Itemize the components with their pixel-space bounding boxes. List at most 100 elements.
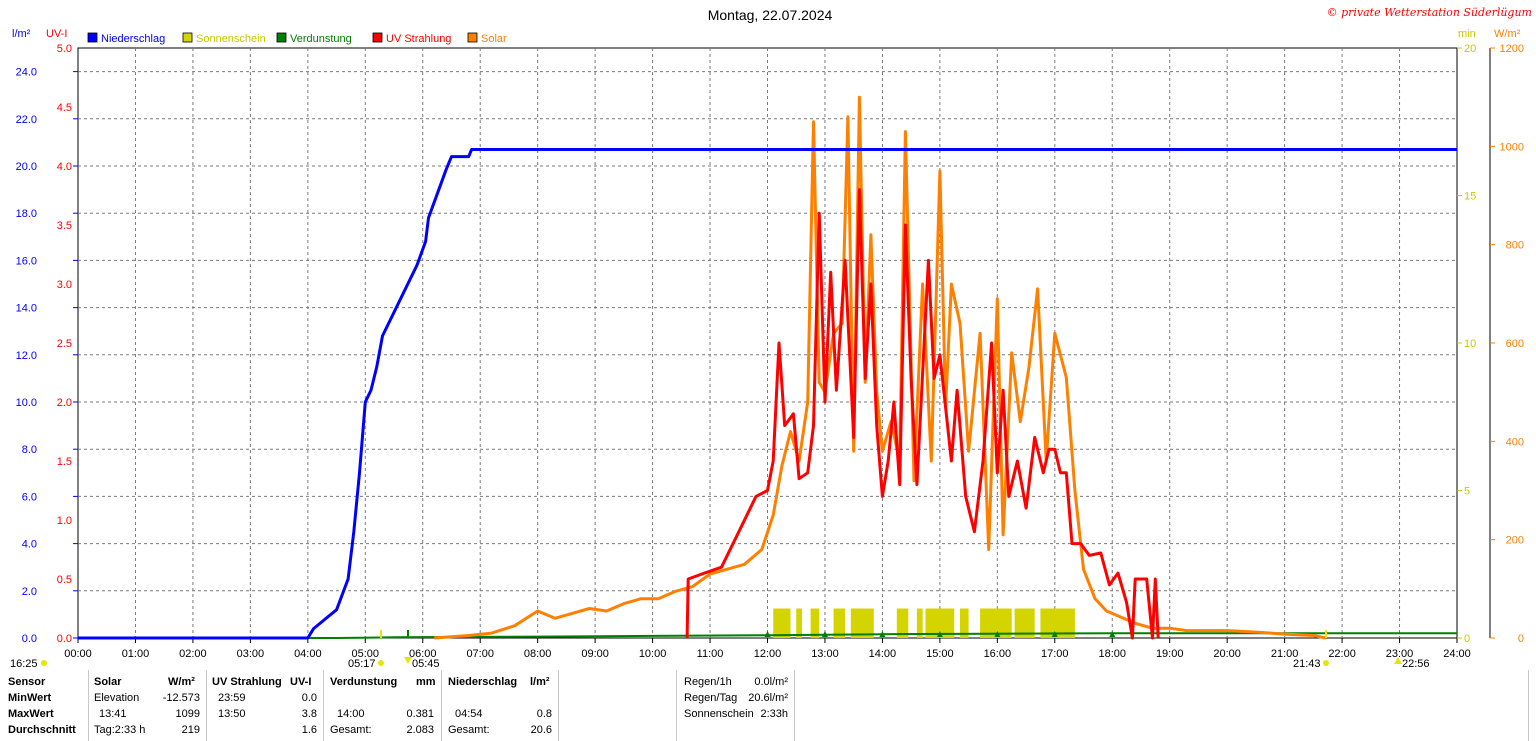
y-tick-label-uv: 3.0 [57,279,72,291]
legend-swatch [467,32,478,43]
y-tick-label-uv: 1.0 [57,515,72,527]
sonnenschein-bar [896,608,909,638]
uv-line [685,188,1160,640]
y-tick-label-lm: 18.0 [16,208,37,220]
niederschlag-unit: l/m² [530,676,550,688]
verdunstung-marker [994,631,1001,637]
axis-unit-uv: UV-I [46,28,67,40]
x-tick-label: 20:00 [1213,648,1241,660]
verdunstung-total-value: 2.083 [406,724,434,736]
sonnenschein-bar [773,608,791,638]
y-tick-label-uv: 2.5 [57,338,72,350]
legend-swatch [182,32,193,43]
legend-swatch [372,32,383,43]
y-tick-label-solar: 200 [1506,535,1524,547]
y-tick-label-uv: 3.5 [57,220,72,232]
x-tick-label: 07:00 [466,648,494,660]
x-tick-label: 10:00 [639,648,667,660]
uv-min-value: 0.0 [301,692,317,704]
axes: 00:00 01:00 02:00 03:00 04:00 05:00 06:00 07:00… [16,43,1524,660]
y-tick-label-min: 20 [1464,43,1476,55]
regen-tag-value: 20.6l/m² [748,692,788,704]
sun-markers: 16:25 05:17 05:45 21:43 22:56 [10,630,1430,670]
weather-chart: Montag, 22.07.2024 © private Wetterstati… [10,6,1532,670]
x-tick-label: 13:00 [811,648,839,660]
x-tick-label: 00:00 [64,648,92,660]
sunset-time: 21:43 [1293,658,1321,670]
regen-1h-value: 0.0l/m² [754,676,788,688]
y-tick-label-lm: 2.0 [22,586,37,598]
uv-min-time: 23:59 [218,692,246,704]
sonnenschein-bar [1014,608,1035,638]
verdunstung-total-label: Gesamt: [330,724,372,736]
niederschlag-max-time: 04:54 [455,708,483,720]
niederschlag-line [78,148,1457,640]
y-tick-label-lm: 12.0 [16,350,37,362]
x-tick-label: 02:00 [179,648,207,660]
x-tick-label: 14:00 [869,648,897,660]
y-tick-label-solar: 0 [1518,633,1524,645]
verdunstung-header: Verdunstung [330,676,398,688]
y-tick-label-lm: 14.0 [16,303,37,315]
y-tick-label-lm: 22.0 [16,114,37,126]
legend-label: Niederschlag [101,33,165,45]
sunrise2-time: 05:45 [412,658,440,670]
niederschlag-max-value: 0.8 [536,708,552,720]
niederschlag-header: Niederschlag [448,676,518,688]
sonnenschein-bar [959,608,969,638]
verdunstung-marker [1051,631,1058,637]
series-layer [78,95,1457,640]
y-tick-label-lm: 16.0 [16,255,37,267]
left-corner-time: 16:25 [10,658,38,670]
axis-unit-lm: l/m² [12,28,31,40]
axis-unit-min: min [1458,28,1476,40]
row-label-max: MaxWert [8,708,54,720]
y-tick-label-min: 5 [1464,486,1470,498]
verdunstung-marker [821,631,828,637]
solar-max-time: 13:41 [99,708,127,720]
sunrise2-icon [404,657,412,664]
y-tick-label-lm: 4.0 [22,539,37,551]
legend-label: Solar [481,33,507,45]
y-tick-label-lm: 0.0 [22,633,37,645]
x-tick-label: 16:00 [984,648,1012,660]
sunset2-icon [1394,657,1402,664]
x-tick-label: 17:00 [1041,648,1069,660]
axis-unit-solar: W/m² [1494,28,1521,40]
x-tick-label: 24:00 [1443,648,1471,660]
x-tick-label: 01:00 [122,648,150,660]
x-tick-label: 18:00 [1098,648,1126,660]
x-tick-label: 19:00 [1156,648,1184,660]
y-tick-label-uv: 1.5 [57,456,72,468]
x-tick-label: 11:00 [697,648,724,660]
x-tick-label: 03:00 [237,648,265,660]
sunrise-time: 05:17 [348,658,376,670]
y-tick-label-solar: 1200 [1500,43,1524,55]
legend-label: Verdunstung [290,33,352,45]
x-tick-label: 15:00 [926,648,954,660]
uv-max-time: 13:50 [218,708,246,720]
sonnenschein-bar [810,608,820,638]
sun-icon [1323,660,1329,666]
solar-max-value: 1099 [175,708,200,720]
y-tick-label-uv: 5.0 [57,43,72,55]
x-tick-label: 04:00 [294,648,322,660]
sonnenschein-bar [796,608,802,638]
legend-label: UV Strahlung [386,33,451,45]
y-tick-label-uv: 2.0 [57,397,72,409]
sonnenschein-value: 2:33h [760,708,788,720]
y-tick-label-min: 15 [1464,191,1476,203]
verdunstung-max-time: 14:00 [337,708,365,720]
y-tick-label-lm: 8.0 [22,444,37,456]
verdunstung-line [78,632,1457,639]
row-label-sensor: Sensor [8,676,46,688]
sonnenschein-bar [833,608,846,638]
uv-unit: UV-I [290,676,312,688]
verdunstung-marker [764,631,771,637]
x-tick-label: 22:00 [1328,648,1356,660]
solar-min-label: Elevation [94,692,140,704]
grid [77,47,1458,639]
y-tick-label-lm: 24.0 [16,67,37,79]
sonnenschein-bar [916,608,923,638]
y-tick-label-uv: 4.5 [57,102,72,114]
